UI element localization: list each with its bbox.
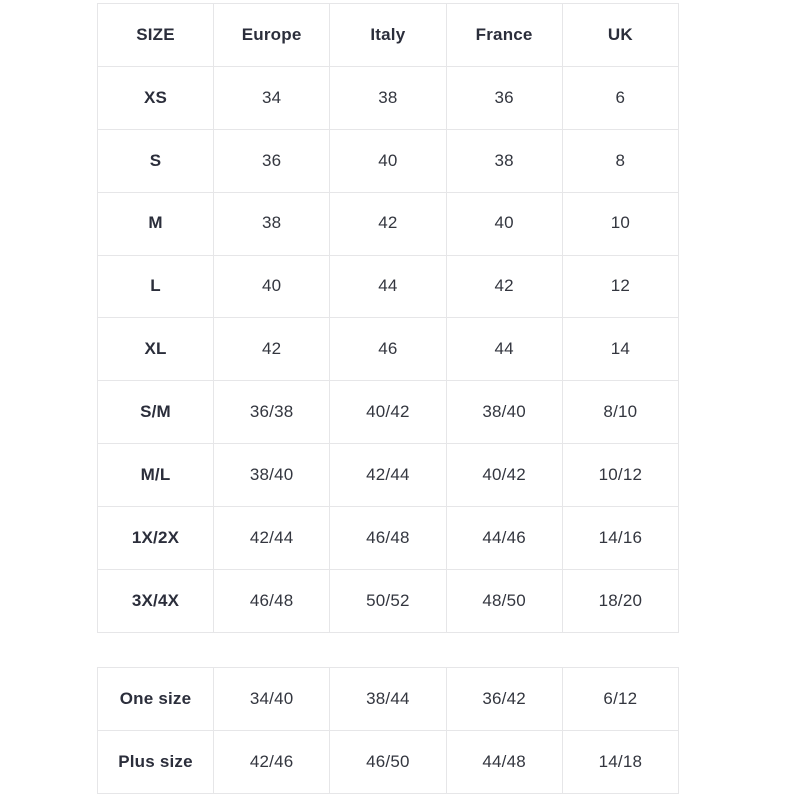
cell-europe: 42 bbox=[212, 317, 331, 382]
table-row: M 38 42 40 10 bbox=[97, 191, 680, 256]
cell-france: 38 bbox=[445, 128, 563, 193]
cell-europe: 46/48 bbox=[212, 569, 331, 633]
row-label-size: Plus size bbox=[97, 729, 214, 794]
row-label-size: S bbox=[97, 128, 214, 193]
cell-uk: 18/20 bbox=[561, 569, 680, 633]
column-header-uk: UK bbox=[561, 3, 680, 67]
table-body: XS 34 38 36 6 S 36 40 38 8 M 38 42 40 10 bbox=[97, 65, 680, 633]
row-label-size: S/M bbox=[97, 380, 214, 445]
column-header-size: SIZE bbox=[97, 3, 214, 67]
row-label-size: M bbox=[97, 191, 214, 256]
cell-europe: 36/38 bbox=[212, 380, 331, 445]
column-header-italy: Italy bbox=[329, 3, 447, 67]
cell-italy: 38 bbox=[329, 65, 447, 130]
cell-uk: 10/12 bbox=[561, 443, 680, 508]
cell-france: 36 bbox=[445, 65, 563, 130]
table-row: 1X/2X 42/44 46/48 44/46 14/16 bbox=[97, 506, 680, 571]
cell-france: 36/42 bbox=[445, 667, 563, 731]
cell-italy: 40 bbox=[329, 128, 447, 193]
cell-italy: 42/44 bbox=[329, 443, 447, 508]
table-row: Plus size 42/46 46/50 44/48 14/18 bbox=[97, 729, 680, 794]
row-label-size: XS bbox=[97, 65, 214, 130]
cell-uk: 6/12 bbox=[561, 667, 680, 731]
cell-europe: 40 bbox=[212, 254, 331, 319]
cell-italy: 46/48 bbox=[329, 506, 447, 571]
cell-france: 38/40 bbox=[445, 380, 563, 445]
cell-europe: 34 bbox=[212, 65, 331, 130]
cell-uk: 14/16 bbox=[561, 506, 680, 571]
cell-italy: 40/42 bbox=[329, 380, 447, 445]
row-label-size: 1X/2X bbox=[97, 506, 214, 571]
row-label-size: One size bbox=[97, 667, 214, 731]
cell-italy: 38/44 bbox=[329, 667, 447, 731]
cell-italy: 42 bbox=[329, 191, 447, 256]
cell-france: 48/50 bbox=[445, 569, 563, 633]
cell-uk: 10 bbox=[561, 191, 680, 256]
cell-europe: 36 bbox=[212, 128, 331, 193]
cell-italy: 46/50 bbox=[329, 729, 447, 794]
cell-uk: 12 bbox=[561, 254, 680, 319]
row-label-size: L bbox=[97, 254, 214, 319]
cell-europe: 42/46 bbox=[212, 729, 331, 794]
size-conversion-table: SIZE Europe Italy France UK XS 34 38 36 … bbox=[97, 3, 680, 633]
cell-france: 42 bbox=[445, 254, 563, 319]
cell-italy: 44 bbox=[329, 254, 447, 319]
cell-france: 44/48 bbox=[445, 729, 563, 794]
table-row: S 36 40 38 8 bbox=[97, 128, 680, 193]
cell-france: 40/42 bbox=[445, 443, 563, 508]
column-header-europe: Europe bbox=[212, 3, 331, 67]
cell-europe: 34/40 bbox=[212, 667, 331, 731]
column-header-france: France bbox=[445, 3, 563, 67]
cell-uk: 14/18 bbox=[561, 729, 680, 794]
table-header: SIZE Europe Italy France UK bbox=[97, 3, 680, 67]
table-row: XS 34 38 36 6 bbox=[97, 65, 680, 130]
row-label-size: XL bbox=[97, 317, 214, 382]
cell-uk: 6 bbox=[561, 65, 680, 130]
cell-italy: 46 bbox=[329, 317, 447, 382]
cell-uk: 8/10 bbox=[561, 380, 680, 445]
table-body: One size 34/40 38/44 36/42 6/12 Plus siz… bbox=[97, 667, 680, 794]
table-row: S/M 36/38 40/42 38/40 8/10 bbox=[97, 380, 680, 445]
table-row: One size 34/40 38/44 36/42 6/12 bbox=[97, 667, 680, 731]
table-row: M/L 38/40 42/44 40/42 10/12 bbox=[97, 443, 680, 508]
cell-uk: 14 bbox=[561, 317, 680, 382]
cell-france: 40 bbox=[445, 191, 563, 256]
cell-europe: 38 bbox=[212, 191, 331, 256]
cell-france: 44 bbox=[445, 317, 563, 382]
table-row: XL 42 46 44 14 bbox=[97, 317, 680, 382]
cell-uk: 8 bbox=[561, 128, 680, 193]
table-row: L 40 44 42 12 bbox=[97, 254, 680, 319]
one-size-plus-size-table: One size 34/40 38/44 36/42 6/12 Plus siz… bbox=[97, 667, 680, 794]
cell-italy: 50/52 bbox=[329, 569, 447, 633]
cell-europe: 38/40 bbox=[212, 443, 331, 508]
cell-france: 44/46 bbox=[445, 506, 563, 571]
table-header-row: SIZE Europe Italy France UK bbox=[97, 3, 680, 67]
cell-europe: 42/44 bbox=[212, 506, 331, 571]
row-label-size: 3X/4X bbox=[97, 569, 214, 633]
table-row: 3X/4X 46/48 50/52 48/50 18/20 bbox=[97, 569, 680, 633]
row-label-size: M/L bbox=[97, 443, 214, 508]
